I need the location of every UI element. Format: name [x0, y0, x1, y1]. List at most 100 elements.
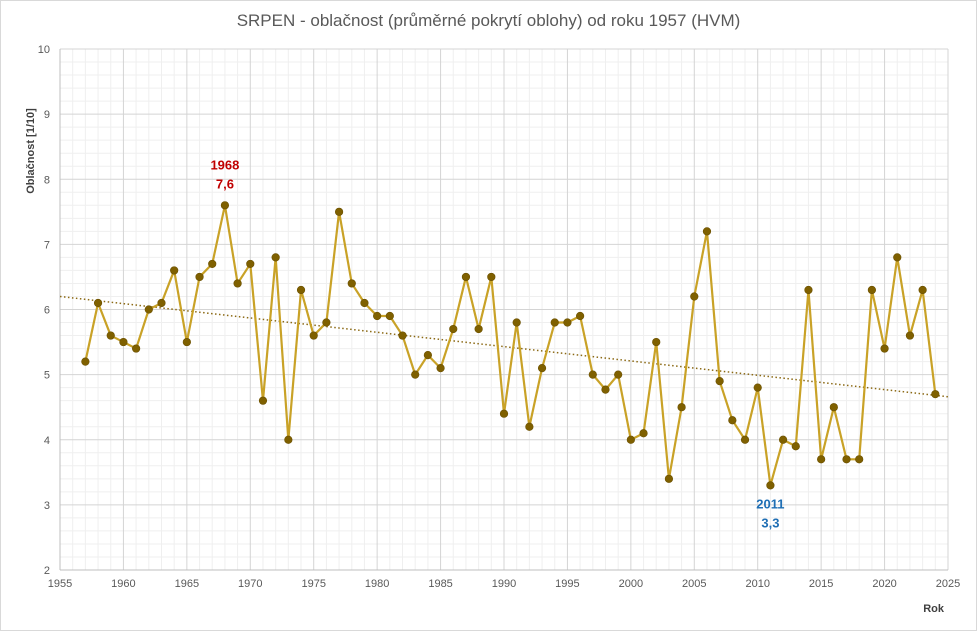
data-point	[905, 331, 915, 340]
data-point	[677, 403, 686, 412]
data-point	[284, 435, 293, 444]
data-point	[436, 364, 445, 373]
data-point	[740, 435, 750, 444]
data-point	[423, 350, 432, 360]
data-point	[233, 279, 242, 288]
data-point	[702, 227, 712, 236]
data-point	[728, 416, 737, 425]
x-tick-label: 1970	[238, 578, 262, 590]
data-point	[753, 383, 762, 392]
x-tick-label: 1990	[492, 578, 516, 590]
data-point	[690, 292, 699, 301]
x-tick-label: 1965	[175, 578, 199, 590]
data-point	[931, 390, 940, 399]
data-point	[639, 429, 648, 438]
x-tick-label: 1985	[428, 578, 452, 590]
data-point	[93, 298, 103, 308]
data-point	[398, 331, 407, 340]
data-point	[106, 331, 115, 340]
data-point	[449, 324, 458, 334]
data-point	[880, 344, 889, 353]
data-point	[309, 331, 318, 340]
data-point	[487, 272, 496, 282]
data-point	[576, 311, 585, 321]
data-point	[347, 279, 356, 288]
data-point	[652, 337, 661, 347]
data-point	[373, 311, 382, 321]
data-point	[791, 442, 800, 451]
x-tick-label: 2005	[682, 578, 706, 590]
x-tick-label: 2010	[745, 578, 769, 590]
x-tick-label: 2025	[936, 578, 960, 590]
data-point	[474, 324, 483, 334]
data-point	[246, 259, 255, 269]
data-point	[170, 266, 179, 275]
data-point	[918, 285, 927, 295]
data-point	[157, 298, 166, 308]
y-tick-label: 8	[44, 174, 50, 186]
data-point	[804, 285, 813, 295]
data-point	[626, 435, 635, 444]
trendline	[59, 295, 949, 398]
data-point	[817, 455, 826, 464]
y-tick-label: 9	[44, 109, 50, 121]
x-tick-label: 1980	[365, 578, 389, 590]
data-point	[563, 318, 572, 327]
data-point	[867, 285, 876, 295]
x-tick-label: 1955	[48, 578, 72, 590]
y-tick-label: 7	[44, 239, 50, 251]
y-tick-label: 10	[38, 44, 50, 56]
data-point	[208, 259, 217, 269]
data-point	[614, 370, 623, 379]
data-point	[715, 377, 724, 386]
y-tick-label: 2	[44, 565, 50, 577]
data-point	[132, 344, 141, 353]
data-point	[385, 311, 394, 321]
data-point	[411, 370, 420, 379]
annotation-value: 7,6	[216, 176, 234, 191]
data-point	[893, 253, 902, 262]
data-point	[461, 272, 471, 282]
y-tick-label: 3	[44, 500, 50, 512]
data-point	[195, 272, 204, 282]
data-point	[550, 318, 559, 327]
y-tick-label: 4	[44, 435, 50, 447]
data-point	[664, 474, 674, 483]
data-point	[829, 403, 838, 412]
x-tick-label: 2015	[809, 578, 833, 590]
x-axis-title: Rok	[923, 603, 945, 615]
data-point	[119, 337, 128, 347]
data-point	[360, 298, 369, 308]
y-tick-label: 6	[44, 305, 50, 317]
annotation-year: 2011	[756, 496, 784, 511]
data-point	[258, 396, 268, 405]
data-point	[855, 455, 864, 464]
data-point	[182, 337, 191, 347]
data-point	[842, 455, 851, 464]
x-tick-label: 1960	[111, 578, 135, 590]
data-point	[778, 435, 788, 444]
data-point	[271, 253, 280, 262]
annotation-year: 1968	[210, 157, 239, 172]
data-point	[144, 305, 153, 314]
series-line	[84, 204, 937, 487]
y-tick-label: 5	[44, 370, 50, 382]
annotation-value: 3,3	[761, 515, 779, 530]
data-point	[525, 422, 534, 431]
data-point	[81, 357, 90, 366]
data-point	[588, 370, 597, 379]
data-point	[499, 409, 509, 418]
data-point	[334, 207, 344, 216]
x-tick-label: 2020	[872, 578, 896, 590]
data-point	[537, 364, 547, 373]
chart-title: SRPEN - oblačnost (průměrné pokrytí oblo…	[236, 11, 741, 30]
x-tick-label: 2000	[619, 578, 643, 590]
data-point	[220, 201, 230, 210]
data-point	[766, 481, 775, 490]
x-tick-label: 1975	[301, 578, 325, 590]
y-axis-title: Oblačnost [1/10]	[25, 108, 37, 194]
data-point	[322, 318, 331, 327]
data-point	[601, 385, 610, 394]
